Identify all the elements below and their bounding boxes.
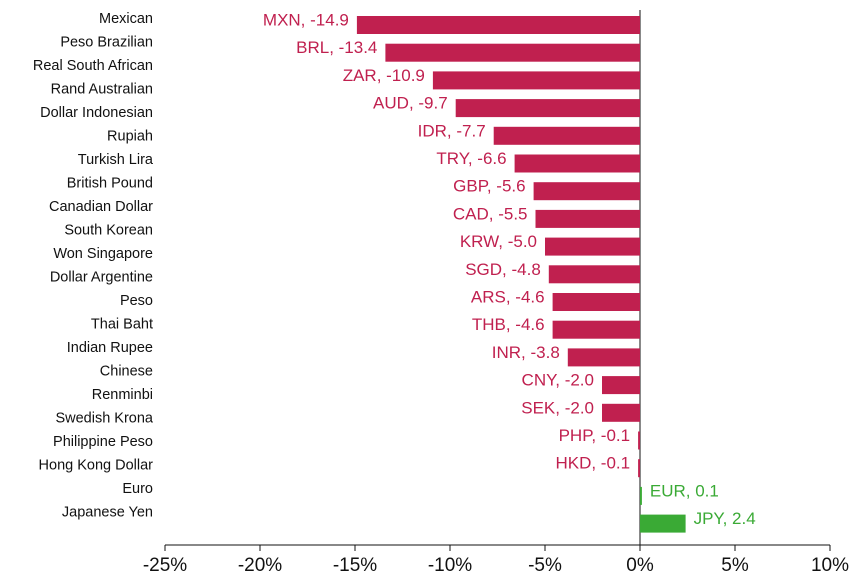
value-label: ARS, -4.6 (471, 287, 545, 306)
currency-label: Rand Australian (51, 81, 153, 97)
currency-label: Japanese Yen (62, 504, 153, 520)
bar (535, 209, 640, 228)
value-label: INR, -3.8 (492, 343, 560, 362)
bar (640, 514, 686, 533)
bar (493, 126, 640, 145)
bar (385, 43, 640, 62)
bar (455, 99, 640, 118)
value-label: IDR, -7.7 (418, 121, 486, 140)
currency-label: Philippine Peso (53, 434, 153, 450)
bar (602, 376, 640, 395)
currency-label: Swedish Krona (55, 410, 153, 426)
value-label: CNY, -2.0 (522, 371, 594, 390)
currency-label: Indian Rupee (67, 340, 153, 356)
x-tick-label: 0% (626, 555, 654, 576)
value-label: TRY, -6.6 (436, 149, 506, 168)
value-label: AUD, -9.7 (373, 94, 448, 113)
value-label: KRW, -5.0 (460, 232, 537, 251)
bar (533, 182, 640, 201)
currency-label: Renminbi (92, 387, 153, 403)
value-label: BRL, -13.4 (296, 38, 377, 57)
currency-label: British Pound (67, 175, 153, 191)
currency-label: Turkish Lira (78, 152, 154, 168)
currency-label: Peso Brazilian (60, 34, 153, 50)
currency-label: South Korean (64, 222, 153, 238)
x-tick-label: -15% (333, 555, 377, 576)
bar (638, 431, 640, 450)
bar (567, 348, 640, 367)
x-tick-label: -5% (528, 555, 562, 576)
x-tick-label: -20% (238, 555, 282, 576)
value-label: EUR, 0.1 (650, 481, 719, 500)
currency-label: Mexican (99, 11, 153, 27)
currency-label: Canadian Dollar (49, 199, 153, 215)
bar (602, 403, 640, 422)
currency-label: Real South African (33, 58, 153, 74)
currency-label: Dollar Argentine (50, 269, 153, 285)
bar (548, 265, 640, 284)
value-label: HKD, -0.1 (555, 454, 630, 473)
bar (638, 459, 640, 478)
bar (514, 154, 640, 173)
value-label: ZAR, -10.9 (343, 66, 425, 85)
x-tick-label: -25% (143, 555, 187, 576)
currency-label: Chinese (100, 363, 153, 379)
value-label: JPY, 2.4 (694, 509, 756, 528)
value-label: CAD, -5.5 (453, 204, 528, 223)
value-label: PHP, -0.1 (559, 426, 631, 445)
currency-label: Peso (120, 293, 153, 309)
bar (356, 16, 640, 34)
x-tick-label: -10% (428, 555, 472, 576)
currency-label: Dollar Indonesian (40, 105, 153, 121)
value-label: GBP, -5.6 (453, 177, 525, 196)
currency-label: Rupiah (107, 128, 153, 144)
currency-label: Won Singapore (53, 246, 153, 262)
bar (640, 486, 642, 505)
x-tick-label: 5% (721, 555, 749, 576)
value-label: MXN, -14.9 (263, 10, 349, 29)
value-label: SGD, -4.8 (465, 260, 541, 279)
bar (552, 293, 640, 311)
bar (545, 237, 640, 256)
value-label: SEK, -2.0 (521, 398, 594, 417)
value-label: THB, -4.6 (472, 315, 545, 334)
currency-label: Euro (122, 481, 153, 497)
x-tick-label: 10% (811, 555, 849, 576)
bar (432, 71, 640, 90)
bar (552, 320, 640, 339)
currency-label: Hong Kong Dollar (39, 457, 154, 473)
currency-label: Thai Baht (91, 316, 153, 332)
